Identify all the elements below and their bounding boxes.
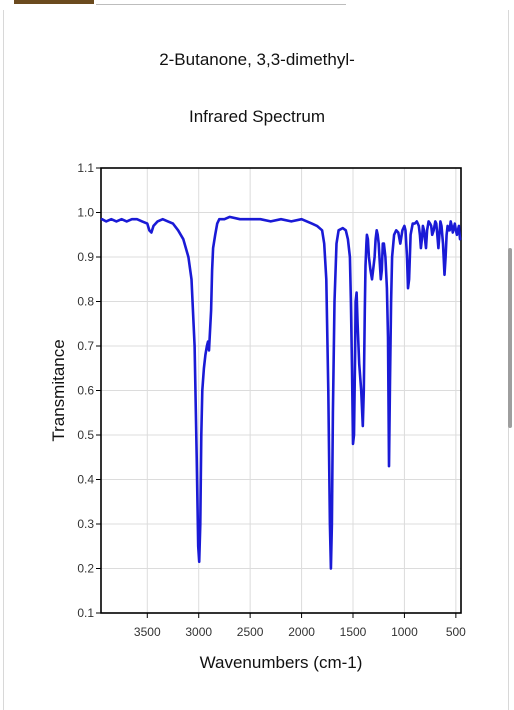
top-divider xyxy=(96,0,346,5)
x-tick-label: 500 xyxy=(446,625,466,639)
x-tick-label: 1500 xyxy=(340,625,367,639)
x-axis-ticks: 3500 3000 2500 2000 1500 1000 500 xyxy=(134,613,466,639)
x-tick-label: 2500 xyxy=(237,625,264,639)
y-tick-label: 0.6 xyxy=(77,384,94,398)
spectrum-title: Infrared Spectrum xyxy=(188,107,326,126)
y-tick-label: 0.2 xyxy=(77,562,94,576)
top-accent-bar xyxy=(14,0,94,4)
y-tick-label: 0.8 xyxy=(77,295,94,309)
y-axis-ticks: 0.1 0.2 0.3 0.4 0.5 0.6 0.7 0.8 0.9 1.0 1.1 xyxy=(77,161,101,620)
y-tick-label: 0.4 xyxy=(77,473,94,487)
y-tick-label: 0.9 xyxy=(77,250,94,264)
y-tick-label: 0.3 xyxy=(77,517,94,531)
y-tick-label: 1.0 xyxy=(77,206,94,220)
y-tick-label: 0.5 xyxy=(77,428,94,442)
x-tick-label: 3000 xyxy=(185,625,212,639)
x-tick-label: 1000 xyxy=(391,625,418,639)
x-tick-label: 2000 xyxy=(288,625,315,639)
spectrum-series-line xyxy=(100,215,462,570)
compound-title: 2-Butanone, 3,3-dimethyl- xyxy=(159,50,355,69)
y-tick-label: 0.7 xyxy=(77,339,94,353)
scrollbar-thumb[interactable] xyxy=(508,248,512,428)
x-tick-label: 3500 xyxy=(134,625,161,639)
y-axis-label: Transmitance xyxy=(49,339,68,441)
y-tick-label: 1.1 xyxy=(77,161,94,175)
x-axis-label: Wavenumbers (cm-1) xyxy=(200,653,363,672)
y-tick-label: 0.1 xyxy=(77,606,94,620)
